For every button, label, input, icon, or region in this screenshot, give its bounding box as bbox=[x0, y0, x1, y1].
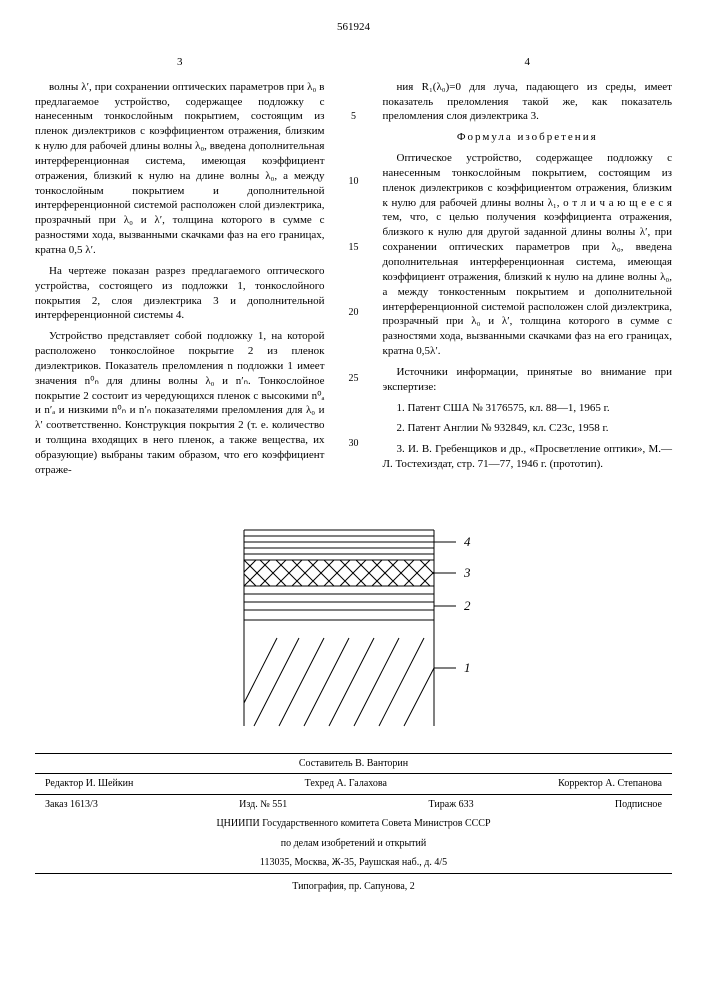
line-num: 15 bbox=[345, 241, 363, 255]
editor: Редактор И. Шейкин bbox=[45, 777, 133, 791]
compiler-row: Составитель В. Ванторин bbox=[35, 754, 672, 775]
reference-3: 3. И. В. Гребенщиков и др., «Просветлени… bbox=[383, 442, 673, 472]
address: 113035, Москва, Ж-35, Раушская наб., д. … bbox=[35, 853, 672, 873]
label-3: 3 bbox=[463, 565, 471, 580]
print-row: Заказ 1613/3 Изд. № 551 Тираж 633 Подпис… bbox=[35, 794, 672, 815]
tech-editor: Техред А. Галахова bbox=[305, 777, 387, 791]
org-line-2: по делам изобретений и открытий bbox=[35, 834, 672, 854]
credits-row: Редактор И. Шейкин Техред А. Галахова Ко… bbox=[35, 774, 672, 794]
page-number-right: 4 bbox=[383, 55, 673, 70]
left-column: 3 волны λ′, при сохранении оптических па… bbox=[35, 55, 325, 503]
line-num: 5 bbox=[345, 110, 363, 124]
typography: Типография, пр. Сапунова, 2 bbox=[35, 874, 672, 894]
label-2: 2 bbox=[464, 598, 471, 613]
page-number-left: 3 bbox=[35, 55, 325, 70]
label-1: 1 bbox=[464, 660, 471, 675]
formula-heading: Формула изобретения bbox=[383, 130, 673, 145]
line-num: 30 bbox=[345, 437, 363, 451]
line-number-gutter: 5 10 15 20 25 30 bbox=[345, 55, 363, 503]
figure: 4 3 2 1 bbox=[35, 528, 672, 733]
order-no: Заказ 1613/3 bbox=[45, 798, 98, 812]
colophon: Составитель В. Ванторин Редактор И. Шейк… bbox=[35, 753, 672, 874]
line-num: 20 bbox=[345, 306, 363, 320]
cross-section-diagram: 4 3 2 1 bbox=[224, 528, 484, 728]
print-run: Тираж 633 bbox=[429, 798, 474, 812]
label-4: 4 bbox=[464, 534, 471, 549]
reference-1: 1. Патент США № 3176575, кл. 88—1, 1965 … bbox=[383, 401, 673, 416]
corrector: Корректор А. Степанова bbox=[558, 777, 662, 791]
right-para-2: Оптическое устройство, содержащее подлож… bbox=[383, 151, 673, 359]
document-id: 561924 bbox=[35, 20, 672, 35]
compiler: Составитель В. Ванторин bbox=[299, 757, 408, 771]
line-num: 25 bbox=[345, 372, 363, 386]
org-line-1: ЦНИИПИ Государственного комитета Совета … bbox=[35, 814, 672, 834]
left-para-3: Устройство представляет собой подложку 1… bbox=[35, 329, 325, 477]
reference-2: 2. Патент Англии № 932849, кл. С23с, 195… bbox=[383, 421, 673, 436]
edition-no: Изд. № 551 bbox=[239, 798, 287, 812]
page: 561924 3 волны λ′, при сохранении оптиче… bbox=[0, 0, 707, 913]
line-num: 10 bbox=[345, 175, 363, 189]
right-column: 4 ния R₁(λ₀)=0 для луча, падающего из ср… bbox=[383, 55, 673, 503]
left-para-2: На чертеже показан разрез предлагаемого … bbox=[35, 264, 325, 323]
right-para-1: ния R₁(λ₀)=0 для луча, падающего из сред… bbox=[383, 80, 673, 125]
sources-heading: Источники информации, принятые во вниман… bbox=[383, 365, 673, 395]
subscription: Подписное bbox=[615, 798, 662, 812]
left-para-1: волны λ′, при сохранении оптических пара… bbox=[35, 80, 325, 258]
columns: 3 волны λ′, при сохранении оптических па… bbox=[35, 55, 672, 503]
